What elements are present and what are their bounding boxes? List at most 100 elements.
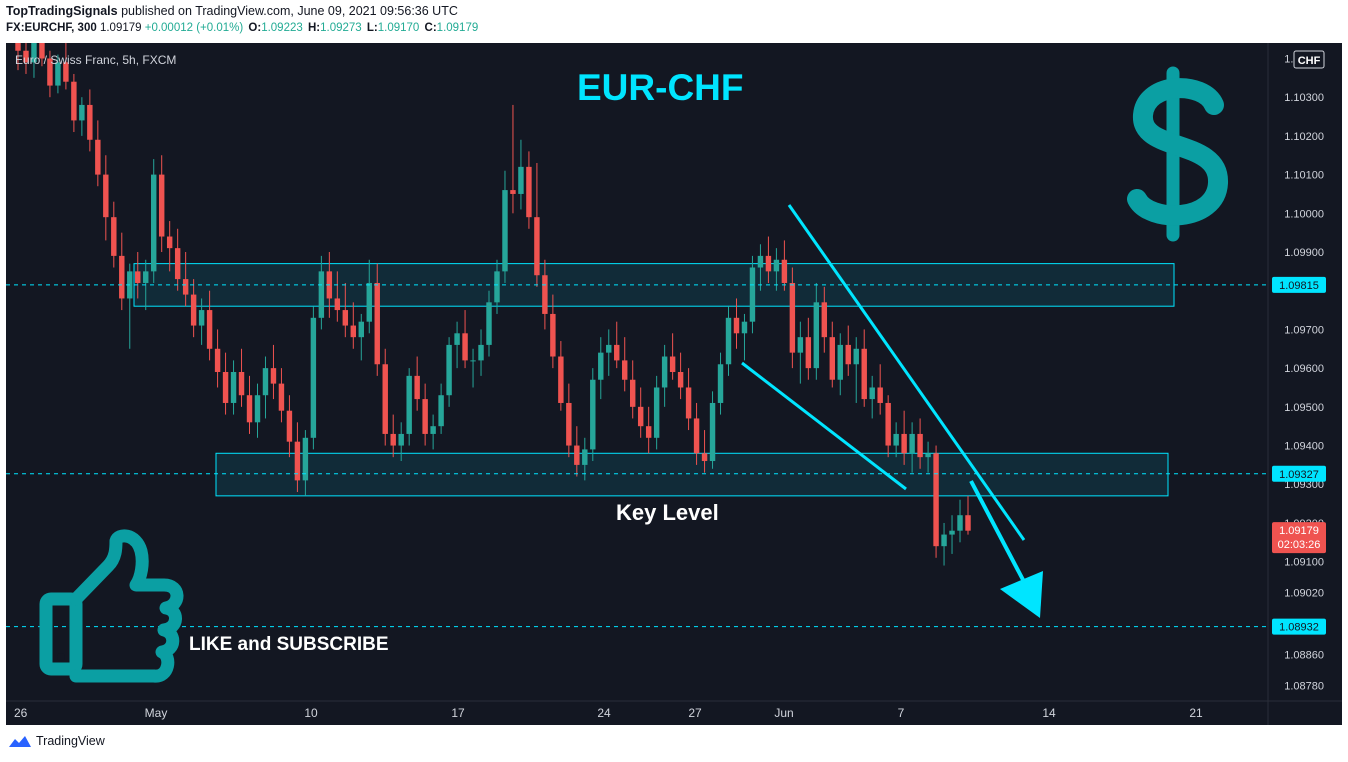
candle bbox=[406, 368, 412, 446]
horizontal-lines-layer bbox=[6, 284, 1268, 628]
candle-body bbox=[214, 348, 221, 372]
candle-body bbox=[813, 302, 820, 369]
currency-badge[interactable] bbox=[1293, 50, 1325, 69]
candle bbox=[765, 236, 772, 283]
candle-body bbox=[925, 453, 931, 458]
candle bbox=[869, 375, 875, 419]
x-tick-label: 17 bbox=[451, 706, 465, 720]
candle-body bbox=[709, 402, 716, 462]
x-tick-label: 21 bbox=[1189, 706, 1203, 720]
candle-body bbox=[510, 190, 516, 194]
x-tick-label: May bbox=[145, 706, 168, 720]
candle bbox=[853, 337, 859, 403]
thumb-cuff-dot bbox=[57, 653, 65, 661]
chart-panel[interactable]: Euro / Swiss Franc, 5h, FXCM EUR-CHF Key… bbox=[6, 19, 1342, 725]
candle-body bbox=[286, 410, 293, 442]
candle bbox=[246, 375, 253, 434]
y-tick-label: 1.10100 bbox=[1284, 170, 1324, 182]
candle bbox=[190, 279, 197, 338]
candle bbox=[214, 329, 221, 388]
key-level-label: Key Level bbox=[616, 500, 719, 525]
candle bbox=[119, 232, 125, 311]
y-tick-label: 1.09500 bbox=[1284, 402, 1324, 414]
candle bbox=[302, 430, 309, 496]
candlestick-chart[interactable]: Euro / Swiss Franc, 5h, FXCM EUR-CHF Key… bbox=[6, 19, 1342, 725]
candle bbox=[254, 383, 261, 438]
candle bbox=[614, 321, 620, 369]
y-tick-label: 1.09700 bbox=[1284, 324, 1324, 336]
candle bbox=[526, 151, 532, 229]
candle bbox=[390, 414, 396, 458]
symbol-label: FX:EURCHF, 300 bbox=[6, 22, 97, 34]
candle-body bbox=[358, 321, 364, 338]
candle-body bbox=[182, 279, 189, 295]
channel-lower-line[interactable] bbox=[741, 361, 907, 491]
candle bbox=[518, 139, 524, 210]
candle bbox=[31, 35, 37, 78]
descending-trendline[interactable] bbox=[787, 204, 1026, 541]
footer-brand[interactable]: TradingView bbox=[36, 734, 105, 748]
candle-body bbox=[79, 104, 85, 121]
candle-body bbox=[366, 282, 372, 322]
candle bbox=[733, 298, 740, 349]
candle bbox=[845, 325, 851, 376]
target-arrow-shaft bbox=[969, 480, 1033, 596]
candle bbox=[502, 170, 508, 283]
open-value: 1.09223 bbox=[261, 22, 303, 34]
candle-body bbox=[374, 282, 380, 365]
price-label-box bbox=[1272, 618, 1326, 635]
candle bbox=[198, 298, 205, 345]
x-tick-label: 10 bbox=[304, 706, 318, 720]
candle-body bbox=[781, 259, 788, 283]
candle bbox=[438, 383, 444, 434]
candle-body bbox=[534, 217, 540, 276]
candle-body bbox=[23, 50, 29, 63]
publish-date: published on TradingView.com, June 09, 2… bbox=[117, 4, 458, 18]
candle-body bbox=[869, 387, 875, 400]
candle bbox=[318, 255, 325, 330]
candle bbox=[566, 383, 572, 458]
candle bbox=[558, 341, 564, 411]
price-label-text: 1.09815 bbox=[1279, 280, 1319, 292]
candle-body bbox=[909, 433, 915, 454]
candle bbox=[382, 348, 388, 446]
y-tick-label: 1.09020 bbox=[1284, 588, 1324, 600]
candle-body bbox=[135, 271, 141, 283]
y-tick-label: 1.09400 bbox=[1284, 441, 1324, 453]
candle bbox=[925, 441, 931, 473]
candle-body bbox=[749, 267, 756, 322]
candle-body bbox=[789, 282, 796, 353]
candle bbox=[278, 368, 285, 423]
candle bbox=[358, 313, 364, 361]
candle-body bbox=[542, 275, 548, 314]
candle-body bbox=[446, 344, 452, 396]
high-label: H: bbox=[307, 22, 321, 34]
candle bbox=[661, 344, 668, 407]
candle bbox=[310, 306, 317, 450]
candle bbox=[909, 422, 915, 473]
publisher-name[interactable]: TopTradingSignals bbox=[6, 4, 118, 18]
candle bbox=[709, 391, 716, 469]
candle-body bbox=[262, 368, 269, 396]
candle-body bbox=[174, 248, 181, 280]
candle-body bbox=[95, 139, 101, 175]
candle bbox=[645, 406, 652, 454]
candle-body bbox=[39, 43, 45, 59]
candle bbox=[446, 337, 452, 407]
candle-body bbox=[957, 515, 963, 531]
candle bbox=[286, 395, 293, 458]
y-tick-label: 1.10000 bbox=[1284, 208, 1324, 220]
footer: TradingView bbox=[8, 734, 105, 748]
time-axis: 26 May 10 17 24 27 Jun 7 14 21 bbox=[14, 706, 1203, 720]
y-tick-label: 1.09300 bbox=[1284, 479, 1324, 491]
tradingview-logo-icon[interactable] bbox=[8, 734, 32, 748]
y-tick-label: 1.09900 bbox=[1284, 247, 1324, 259]
candle bbox=[629, 360, 636, 419]
candle-body bbox=[637, 406, 644, 427]
candle bbox=[158, 155, 165, 253]
candle bbox=[47, 50, 53, 98]
close-value: 1.09179 bbox=[436, 22, 479, 34]
candle-body bbox=[765, 255, 772, 272]
candle-body bbox=[653, 387, 660, 438]
candle-body bbox=[310, 317, 317, 438]
